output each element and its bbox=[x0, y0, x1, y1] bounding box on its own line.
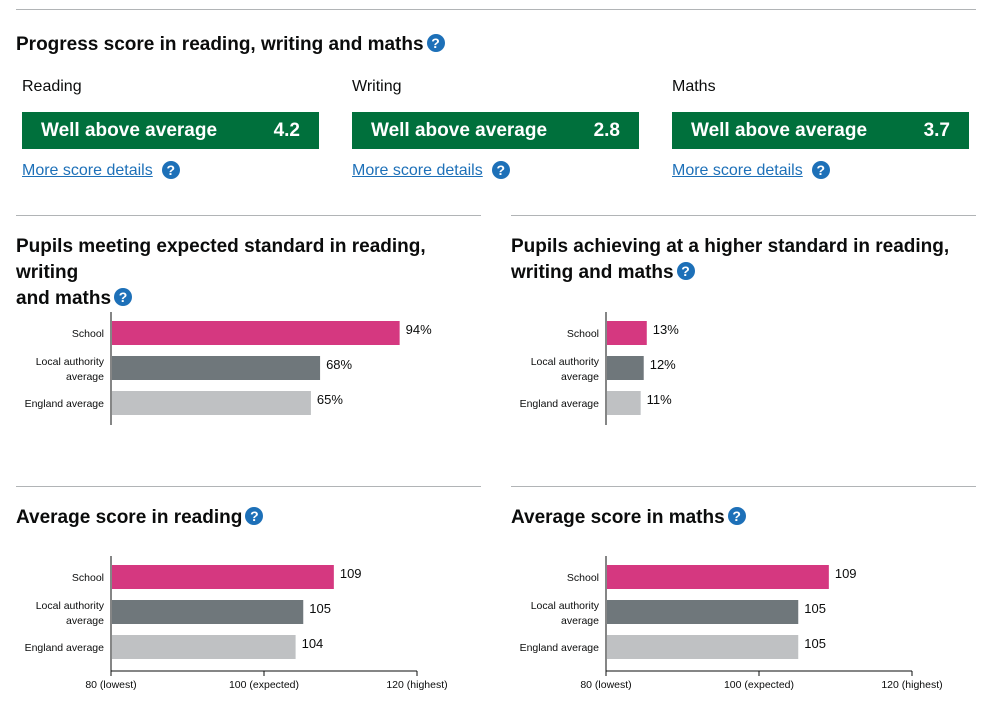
x-tick-label: 80 (lowest) bbox=[580, 679, 631, 691]
category-label: average bbox=[561, 615, 599, 627]
value-label: 104 bbox=[302, 636, 324, 651]
section-divider bbox=[16, 215, 481, 216]
heading-line: Pupils achieving at a higher standard in… bbox=[511, 236, 950, 257]
progress-title: Progress score in reading, writing and m… bbox=[16, 34, 424, 55]
score-details-writing: More score details? bbox=[352, 161, 510, 180]
question-icon[interactable]: ? bbox=[676, 262, 695, 280]
question-icon[interactable]: ? bbox=[161, 161, 180, 179]
heading-line: and maths bbox=[16, 288, 112, 309]
heading-line: writing and maths bbox=[511, 262, 674, 283]
progress-score: 4.2 bbox=[273, 119, 300, 141]
progress-score: 3.7 bbox=[923, 119, 950, 141]
progress-score: 2.8 bbox=[593, 119, 620, 141]
top-divider bbox=[16, 9, 976, 10]
category-label: School bbox=[567, 572, 599, 584]
section-divider bbox=[511, 215, 976, 216]
value-label: 105 bbox=[804, 601, 826, 616]
higher-standard-chart: 13% School 12% Local authority average 11% Eng… bbox=[520, 312, 679, 425]
heading-text: Average score in maths bbox=[511, 507, 725, 528]
category-label: Local authority bbox=[531, 356, 600, 368]
value-label: 65% bbox=[317, 392, 343, 407]
more-score-details-link[interactable]: More score details bbox=[352, 162, 483, 179]
england-bar bbox=[607, 635, 799, 659]
average-maths-chart: 109 School 105 Local authority average 105 Eng… bbox=[520, 556, 943, 691]
category-label: average bbox=[66, 615, 104, 627]
school-bar bbox=[112, 565, 334, 589]
expected-standard-chart: 94% School 68% Local authority average 65% Eng… bbox=[25, 312, 432, 425]
school-bar bbox=[607, 565, 829, 589]
x-tick-label: 120 (highest) bbox=[881, 679, 942, 691]
category-label: School bbox=[72, 328, 104, 340]
value-label: 109 bbox=[340, 566, 362, 581]
progress-heading: Progress score in reading, writing and m… bbox=[16, 32, 445, 58]
subject-label-reading: Reading bbox=[22, 78, 82, 95]
question-icon[interactable]: ? bbox=[727, 507, 746, 525]
heading-line: Pupils meeting expected standard in read… bbox=[16, 236, 426, 283]
question-icon[interactable]: ? bbox=[114, 288, 133, 306]
england-bar bbox=[607, 391, 641, 415]
category-label: average bbox=[66, 371, 104, 383]
progress-status: Well above average bbox=[691, 119, 868, 141]
value-label: 109 bbox=[835, 566, 857, 581]
category-label: Local authority bbox=[531, 600, 600, 612]
subject-label-writing: Writing bbox=[352, 78, 402, 95]
category-label: England average bbox=[520, 642, 600, 654]
value-label: 12% bbox=[650, 357, 676, 372]
category-label: England average bbox=[520, 398, 600, 410]
more-score-details-link[interactable]: More score details bbox=[672, 162, 803, 179]
progress-badge-writing: Well above average 2.8 bbox=[352, 112, 639, 149]
local-authority-bar bbox=[112, 356, 321, 380]
x-tick-label: 120 (highest) bbox=[386, 679, 447, 691]
progress-badge-reading: Well above average 4.2 bbox=[22, 112, 319, 149]
category-label: average bbox=[561, 371, 599, 383]
x-tick-label: 100 (expected) bbox=[724, 679, 794, 691]
value-label: 105 bbox=[804, 636, 826, 651]
question-icon[interactable]: ? bbox=[491, 161, 510, 179]
value-label: 13% bbox=[653, 322, 679, 337]
x-tick-label: 100 (expected) bbox=[229, 679, 299, 691]
england-bar bbox=[112, 391, 311, 415]
school-bar bbox=[607, 321, 647, 345]
question-icon[interactable]: ? bbox=[811, 161, 830, 179]
school-bar bbox=[112, 321, 400, 345]
x-tick-label: 80 (lowest) bbox=[85, 679, 136, 691]
category-label: Local authority bbox=[36, 356, 105, 368]
heading-text: Average score in reading bbox=[16, 507, 243, 528]
category-label: England average bbox=[25, 398, 105, 410]
average-reading-chart: 109 School 105 Local authority average 104 Eng… bbox=[25, 556, 448, 691]
value-label: 11% bbox=[647, 392, 672, 407]
average-reading-heading: Average score in reading? bbox=[16, 505, 264, 531]
higher-standard-heading: Pupils achieving at a higher standard in… bbox=[511, 234, 981, 286]
question-icon[interactable]: ? bbox=[245, 507, 264, 525]
england-bar bbox=[112, 635, 296, 659]
average-maths-heading: Average score in maths? bbox=[511, 505, 746, 531]
local-authority-bar bbox=[607, 356, 644, 380]
value-label: 68% bbox=[326, 357, 352, 372]
progress-badge-maths: Well above average 3.7 bbox=[672, 112, 969, 149]
subject-label-maths: Maths bbox=[672, 78, 716, 95]
section-divider bbox=[511, 486, 976, 487]
value-label: 105 bbox=[309, 601, 331, 616]
category-label: Local authority bbox=[36, 600, 105, 612]
score-details-maths: More score details? bbox=[672, 161, 830, 180]
category-label: School bbox=[567, 328, 599, 340]
category-label: England average bbox=[25, 642, 105, 654]
expected-standard-heading: Pupils meeting expected standard in read… bbox=[16, 234, 486, 312]
section-divider bbox=[16, 486, 481, 487]
local-authority-bar bbox=[112, 600, 304, 624]
category-label: School bbox=[72, 572, 104, 584]
score-details-reading: More score details? bbox=[22, 161, 180, 180]
more-score-details-link[interactable]: More score details bbox=[22, 162, 153, 179]
progress-status: Well above average bbox=[41, 119, 218, 141]
local-authority-bar bbox=[607, 600, 799, 624]
question-icon[interactable]: ? bbox=[426, 34, 445, 52]
value-label: 94% bbox=[406, 322, 432, 337]
progress-status: Well above average bbox=[371, 119, 548, 141]
